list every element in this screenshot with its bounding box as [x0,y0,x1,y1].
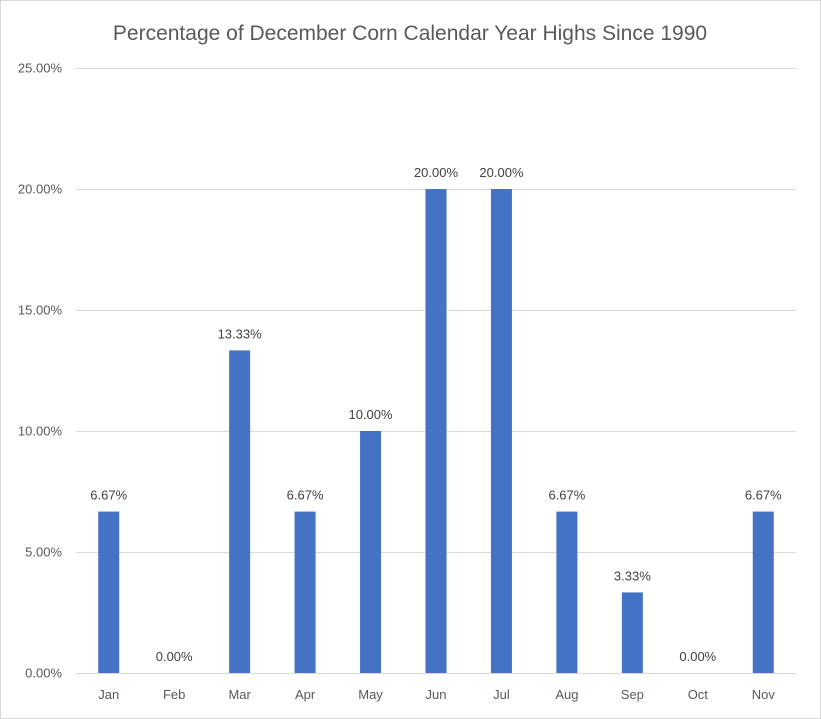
x-tick-label-aug: Aug [555,687,578,702]
bar-nov [752,511,774,673]
x-tick-label-may: May [358,687,383,702]
bar-sep [621,592,643,673]
bar-apr [294,511,316,673]
x-tick-label-mar: Mar [228,687,251,702]
data-label-sep: 3.33% [614,568,651,583]
bar-aug [556,511,578,673]
data-label-feb: 0.00% [156,649,193,664]
x-tick-label-feb: Feb [163,687,185,702]
chart-title: Percentage of December Corn Calendar Yea… [113,22,707,45]
x-axis: Jan Feb Mar Apr May Jun Jul Aug Sep Oct Nov [98,687,775,702]
data-labels: 6.67% 0.00% 13.33% 6.67% 10.00% 20.00% 20.00% 6… [90,165,782,664]
bar-jun [425,189,447,673]
y-axis: 0.00% 5.00% 10.00% 15.00% 20.00% 25.00% [18,61,63,681]
bar-jan [98,511,120,673]
y-tick-label: 5.00% [25,545,62,560]
bar-may [360,431,382,673]
bars [98,189,774,673]
bar-mar [229,350,251,673]
data-label-may: 10.00% [348,407,393,422]
data-label-apr: 6.67% [287,488,324,503]
data-label-mar: 13.33% [218,326,263,341]
data-label-aug: 6.67% [548,488,585,503]
x-tick-label-sep: Sep [621,687,644,702]
y-tick-label: 15.00% [18,303,63,318]
x-tick-label-apr: Apr [295,687,316,702]
x-tick-label-jun: Jun [426,687,447,702]
x-tick-label-jul: Jul [493,687,510,702]
y-tick-label: 10.00% [18,424,63,439]
data-label-jul: 20.00% [479,165,524,180]
y-tick-label: 20.00% [18,182,63,197]
x-tick-label-oct: Oct [688,687,709,702]
x-tick-label-nov: Nov [752,687,776,702]
y-tick-label: 0.00% [25,666,62,681]
x-tick-label-jan: Jan [98,687,119,702]
bar-jul [490,189,512,673]
data-label-jan: 6.67% [90,488,127,503]
data-label-jun: 20.00% [414,165,459,180]
data-label-nov: 6.67% [745,488,782,503]
y-tick-label: 25.00% [18,61,63,76]
data-label-oct: 0.00% [679,649,716,664]
